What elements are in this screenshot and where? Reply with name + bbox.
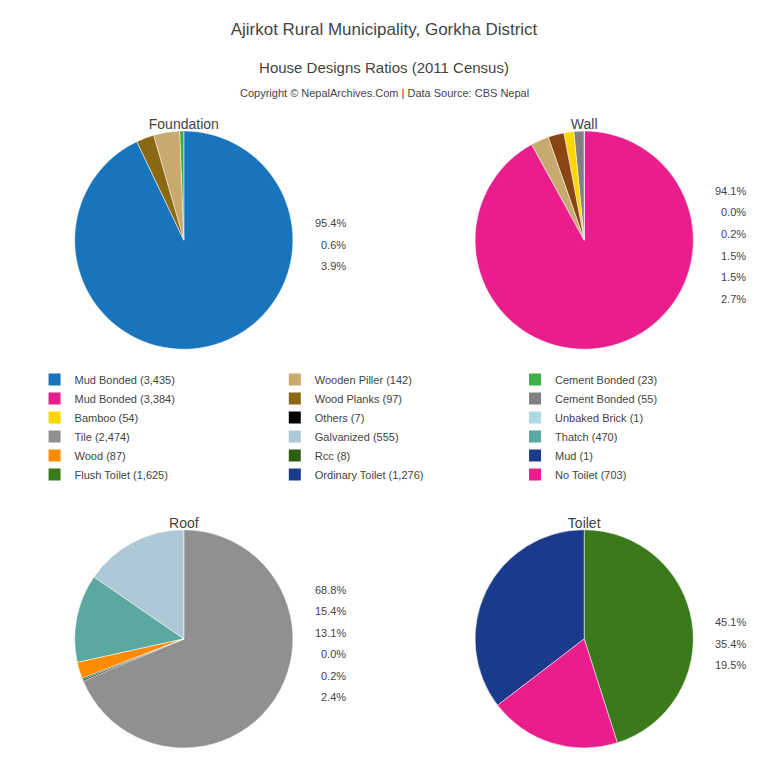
svg-text:Galvanized (555): Galvanized (555): [315, 431, 399, 443]
svg-text:1.5%: 1.5%: [721, 250, 746, 262]
svg-text:1.5%: 1.5%: [721, 271, 746, 283]
svg-text:0.0%: 0.0%: [321, 648, 346, 660]
svg-text:Copyright © NepalArchives.Com: Copyright © NepalArchives.Com | Data Sou…: [240, 87, 529, 99]
svg-text:Unbaked Brick (1): Unbaked Brick (1): [555, 412, 643, 424]
svg-text:0.2%: 0.2%: [321, 670, 346, 682]
svg-text:Wooden Piller (142): Wooden Piller (142): [315, 374, 412, 386]
svg-text:Bamboo (54): Bamboo (54): [75, 412, 139, 424]
svg-text:2.7%: 2.7%: [721, 293, 746, 305]
svg-text:Mud Bonded (3,435): Mud Bonded (3,435): [75, 374, 175, 386]
svg-text:2.4%: 2.4%: [321, 691, 346, 703]
svg-text:Foundation: Foundation: [149, 116, 219, 132]
svg-text:Others (7): Others (7): [315, 412, 365, 424]
svg-text:0.0%: 0.0%: [721, 206, 746, 218]
svg-text:Cement Bonded (23): Cement Bonded (23): [555, 374, 657, 386]
svg-text:No Toilet (703): No Toilet (703): [555, 469, 626, 481]
svg-text:0.6%: 0.6%: [321, 239, 346, 251]
svg-text:Thatch (470): Thatch (470): [555, 431, 617, 443]
svg-text:Mud (1): Mud (1): [555, 450, 593, 462]
svg-text:Wall: Wall: [571, 116, 598, 132]
svg-text:Flush Toilet (1,625): Flush Toilet (1,625): [75, 469, 168, 481]
svg-text:35.4%: 35.4%: [715, 638, 746, 650]
svg-text:Ajirkot Rural Municipality, Go: Ajirkot Rural Municipality, Gorkha Distr…: [231, 20, 538, 39]
svg-text:Tile (2,474): Tile (2,474): [75, 431, 130, 443]
svg-text:Wood (87): Wood (87): [75, 450, 126, 462]
svg-text:95.4%: 95.4%: [315, 217, 346, 229]
svg-text:Roof: Roof: [169, 515, 199, 531]
svg-text:Wood Planks (97): Wood Planks (97): [315, 393, 402, 405]
svg-text:13.1%: 13.1%: [315, 627, 346, 639]
svg-text:House Designs Ratios (2011 Cen: House Designs Ratios (2011 Census): [259, 59, 509, 76]
svg-text:Rcc (8): Rcc (8): [315, 450, 350, 462]
svg-text:45.1%: 45.1%: [715, 616, 746, 628]
svg-text:0.2%: 0.2%: [721, 228, 746, 240]
svg-text:Cement Bonded (55): Cement Bonded (55): [555, 393, 657, 405]
svg-text:68.8%: 68.8%: [315, 584, 346, 596]
svg-text:Toilet: Toilet: [568, 515, 601, 531]
svg-text:3.9%: 3.9%: [321, 260, 346, 272]
svg-text:94.1%: 94.1%: [715, 185, 746, 197]
svg-text:19.5%: 19.5%: [715, 659, 746, 671]
svg-text:Mud Bonded (3,384): Mud Bonded (3,384): [75, 393, 175, 405]
svg-text:Ordinary Toilet (1,276): Ordinary Toilet (1,276): [315, 469, 424, 481]
svg-text:15.4%: 15.4%: [315, 605, 346, 617]
